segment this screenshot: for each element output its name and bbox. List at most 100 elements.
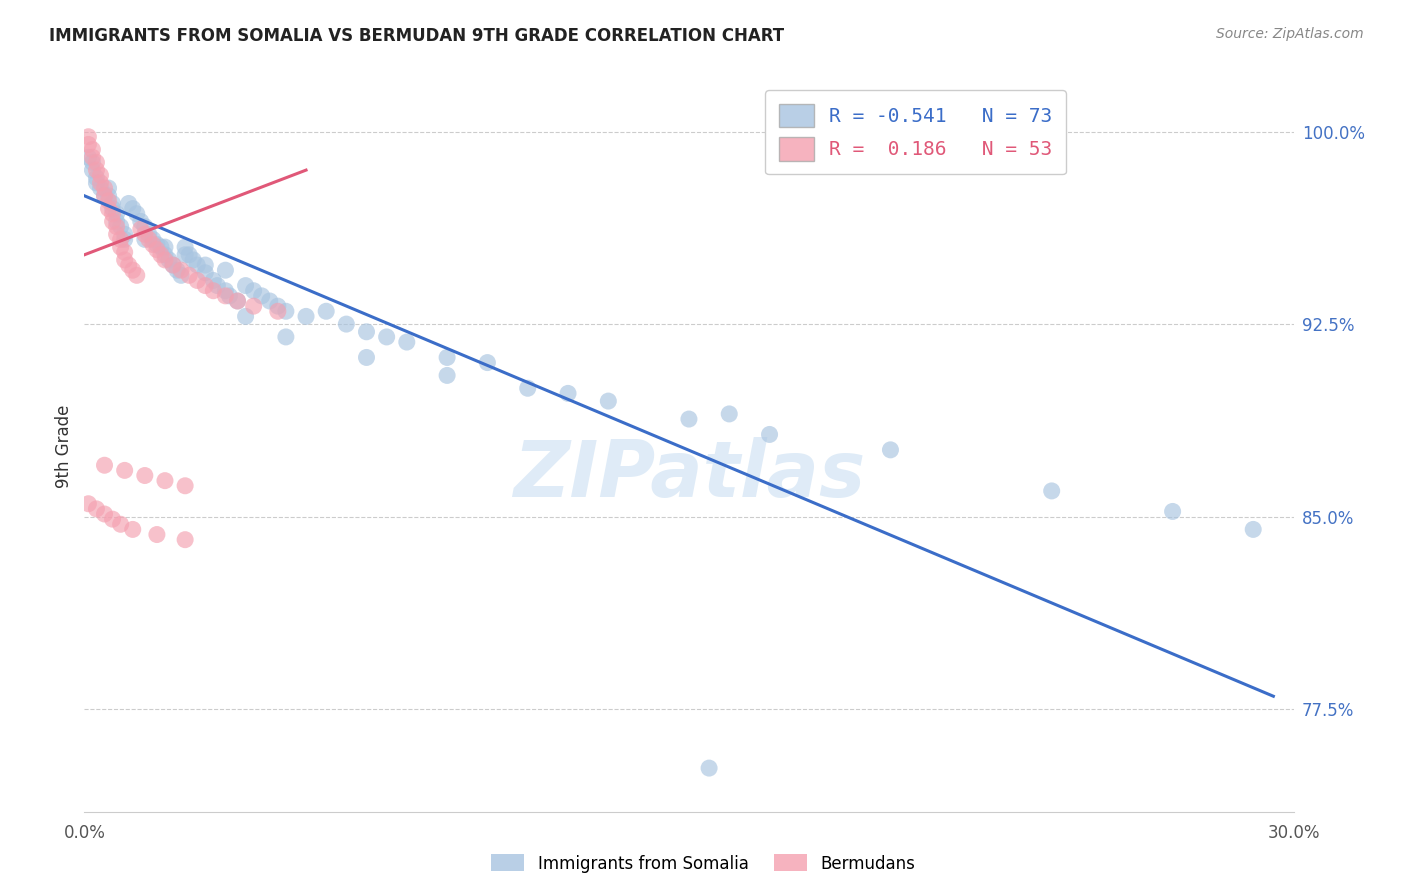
Point <box>162 258 184 272</box>
Point <box>274 330 297 344</box>
Point <box>718 407 741 421</box>
Point <box>207 278 229 293</box>
Point <box>77 129 100 144</box>
Point <box>516 381 538 395</box>
Text: IMMIGRANTS FROM SOMALIA VS BERMUDAN 9TH GRADE CORRELATION CHART: IMMIGRANTS FROM SOMALIA VS BERMUDAN 9TH … <box>49 27 785 45</box>
Point <box>179 248 201 262</box>
Point <box>170 268 193 283</box>
Point <box>181 252 204 267</box>
Point <box>97 181 120 195</box>
Point <box>1040 483 1063 498</box>
Point <box>557 386 579 401</box>
Point <box>335 317 357 331</box>
Point <box>101 207 124 221</box>
Point <box>121 523 143 537</box>
Point <box>93 181 115 195</box>
Point <box>114 245 136 260</box>
Point <box>214 284 236 298</box>
Point <box>114 252 136 267</box>
Text: ZIPatlas: ZIPatlas <box>513 437 865 513</box>
Point <box>226 293 249 308</box>
Point <box>101 512 124 526</box>
Point <box>93 188 115 202</box>
Point <box>242 284 264 298</box>
Point <box>295 310 318 324</box>
Point <box>166 263 188 277</box>
Point <box>110 240 132 254</box>
Point <box>356 325 378 339</box>
Point <box>86 170 108 185</box>
Point <box>97 188 120 202</box>
Point <box>77 137 100 152</box>
Point <box>174 479 197 493</box>
Point <box>235 310 257 324</box>
Point <box>97 194 120 208</box>
Point <box>146 243 169 257</box>
Point <box>142 232 165 246</box>
Point <box>105 219 128 234</box>
Point <box>174 533 197 547</box>
Point <box>149 248 172 262</box>
Point <box>86 176 108 190</box>
Point <box>82 155 104 169</box>
Legend: R = -0.541   N = 73, R =  0.186   N = 53: R = -0.541 N = 73, R = 0.186 N = 53 <box>765 90 1066 175</box>
Point <box>97 202 120 216</box>
Point <box>267 299 290 313</box>
Point <box>114 227 136 242</box>
Point <box>138 227 160 242</box>
Point <box>134 468 156 483</box>
Point <box>179 268 201 283</box>
Point <box>142 237 165 252</box>
Point <box>105 214 128 228</box>
Point <box>1161 504 1184 518</box>
Point <box>101 196 124 211</box>
Point <box>110 232 132 246</box>
Point <box>125 207 148 221</box>
Point <box>235 278 257 293</box>
Point <box>82 163 104 178</box>
Point <box>202 273 225 287</box>
Point <box>315 304 337 318</box>
Point <box>274 304 297 318</box>
Point <box>162 258 184 272</box>
Point <box>375 330 398 344</box>
Point <box>202 284 225 298</box>
Point <box>93 507 115 521</box>
Point <box>267 304 290 318</box>
Point <box>174 240 197 254</box>
Point <box>259 293 281 308</box>
Point <box>153 474 176 488</box>
Point <box>125 268 148 283</box>
Point <box>105 207 128 221</box>
Point <box>129 222 152 236</box>
Point <box>134 232 156 246</box>
Point <box>105 227 128 242</box>
Point <box>86 163 108 178</box>
Point <box>678 412 700 426</box>
Point <box>86 155 108 169</box>
Point <box>226 293 249 308</box>
Legend: Immigrants from Somalia, Bermudans: Immigrants from Somalia, Bermudans <box>484 847 922 880</box>
Point <box>218 289 240 303</box>
Point <box>77 150 100 164</box>
Point <box>114 463 136 477</box>
Point <box>101 214 124 228</box>
Point <box>436 351 458 365</box>
Point <box>146 527 169 541</box>
Point <box>598 394 620 409</box>
Point <box>134 219 156 234</box>
Point <box>110 219 132 234</box>
Point <box>89 181 111 195</box>
Point <box>194 266 217 280</box>
Point <box>1241 523 1264 537</box>
Point <box>214 263 236 277</box>
Point <box>101 202 124 216</box>
Point <box>82 143 104 157</box>
Point <box>395 334 418 349</box>
Point <box>149 240 172 254</box>
Point <box>157 252 180 267</box>
Point <box>186 273 208 287</box>
Point <box>174 248 197 262</box>
Point <box>134 227 156 242</box>
Point <box>436 368 458 383</box>
